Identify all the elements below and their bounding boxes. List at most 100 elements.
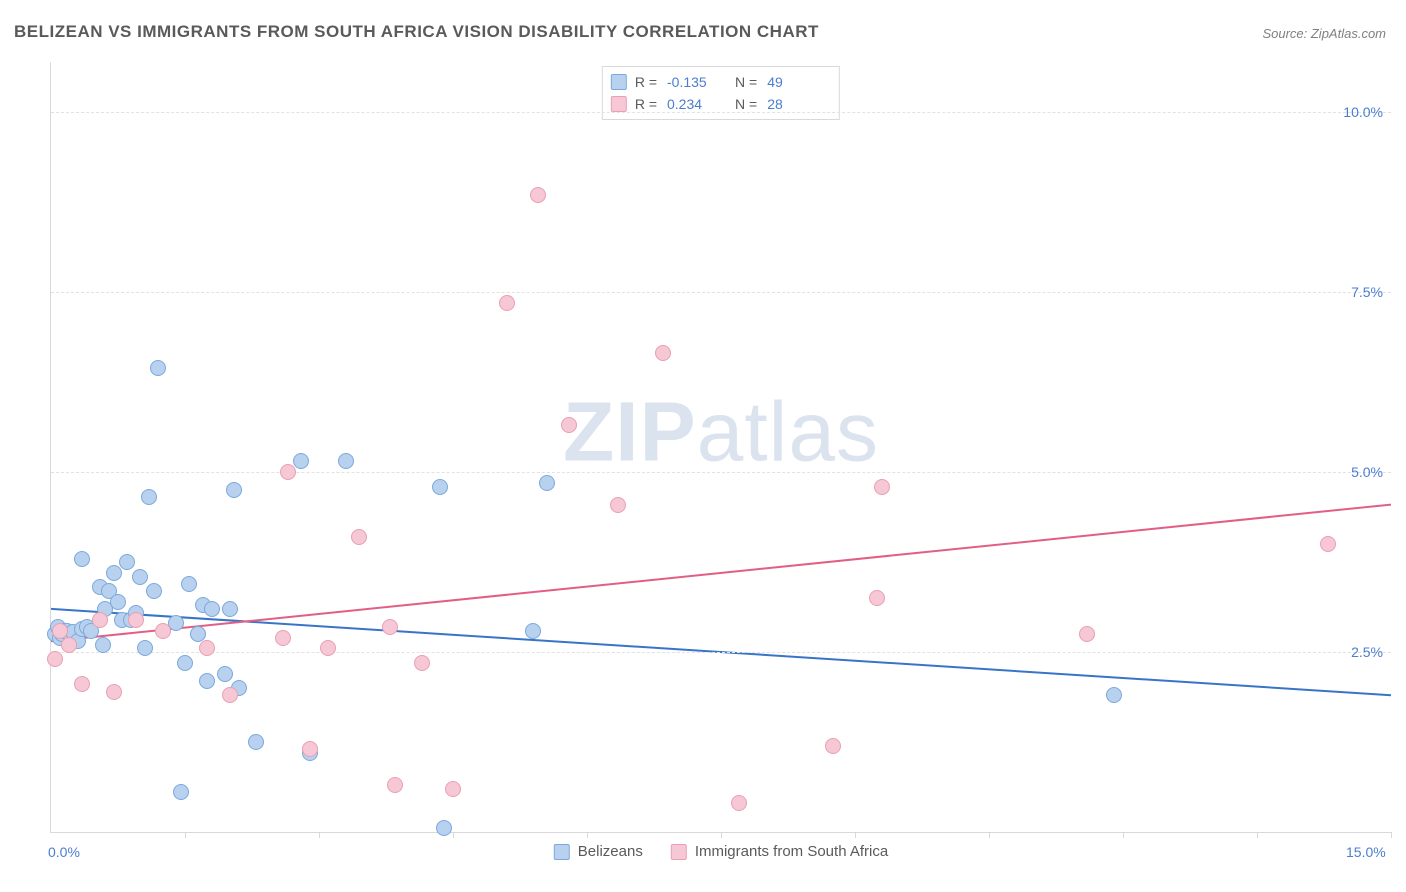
scatter-point [132, 569, 148, 585]
legend-r-value-0: -0.135 [667, 74, 727, 90]
x-axis-origin-label: 0.0% [48, 844, 80, 860]
scatter-point [320, 640, 336, 656]
scatter-point [530, 187, 546, 203]
trend-lines [51, 62, 1391, 832]
scatter-point [106, 565, 122, 581]
legend-swatch-1 [671, 844, 687, 860]
legend-item-1: Immigrants from South Africa [671, 843, 888, 860]
x-axis-end-label: 15.0% [1346, 844, 1386, 860]
scatter-point [561, 417, 577, 433]
scatter-point [1320, 536, 1336, 552]
x-tick [1123, 832, 1124, 838]
watermark: ZIPatlas [563, 383, 879, 480]
scatter-point [199, 640, 215, 656]
x-tick [1257, 832, 1258, 838]
chart-title: BELIZEAN VS IMMIGRANTS FROM SOUTH AFRICA… [14, 22, 819, 42]
scatter-point [825, 738, 841, 754]
legend-n-value-0: 49 [767, 74, 827, 90]
y-tick-label: 2.5% [1351, 644, 1383, 660]
scatter-point [74, 676, 90, 692]
legend-swatch-0 [611, 74, 627, 90]
scatter-point [436, 820, 452, 836]
legend-n-label: N = [735, 74, 757, 90]
scatter-point [293, 453, 309, 469]
legend-label-1: Immigrants from South Africa [695, 843, 888, 860]
y-tick-label: 5.0% [1351, 464, 1383, 480]
y-tick-label: 10.0% [1343, 104, 1383, 120]
legend-r-label: R = [635, 74, 657, 90]
scatter-point [199, 673, 215, 689]
x-tick [185, 832, 186, 838]
scatter-point [280, 464, 296, 480]
scatter-point [177, 655, 193, 671]
scatter-point [226, 482, 242, 498]
scatter-point [47, 651, 63, 667]
scatter-point [92, 612, 108, 628]
scatter-point [146, 583, 162, 599]
scatter-point [382, 619, 398, 635]
legend-row-series-0: R = -0.135 N = 49 [611, 71, 827, 93]
watermark-atlas: atlas [697, 384, 879, 478]
scatter-point [61, 637, 77, 653]
scatter-point [351, 529, 367, 545]
gridline [51, 472, 1391, 473]
scatter-point [432, 479, 448, 495]
scatter-point [302, 741, 318, 757]
legend-label-0: Belizeans [578, 843, 643, 860]
scatter-point [222, 601, 238, 617]
scatter-point [190, 626, 206, 642]
x-tick [453, 832, 454, 838]
x-tick [721, 832, 722, 838]
gridline [51, 292, 1391, 293]
x-tick [319, 832, 320, 838]
scatter-point [874, 479, 890, 495]
y-tick-label: 7.5% [1351, 284, 1383, 300]
scatter-point [869, 590, 885, 606]
legend-r-value-1: 0.234 [667, 96, 727, 112]
scatter-point [414, 655, 430, 671]
scatter-point [95, 637, 111, 653]
scatter-point [128, 612, 144, 628]
scatter-point [499, 295, 515, 311]
scatter-point [248, 734, 264, 750]
trend-line [51, 505, 1391, 642]
plot-area: ZIPatlas R = -0.135 N = 49 R = 0.234 N =… [50, 62, 1391, 833]
watermark-zip: ZIP [563, 384, 697, 478]
legend-n-label: N = [735, 96, 757, 112]
scatter-point [1106, 687, 1122, 703]
scatter-point [52, 623, 68, 639]
scatter-point [338, 453, 354, 469]
legend-swatch-0 [554, 844, 570, 860]
scatter-point [204, 601, 220, 617]
scatter-point [110, 594, 126, 610]
legend-item-0: Belizeans [554, 843, 643, 860]
scatter-point [217, 666, 233, 682]
legend-swatch-1 [611, 96, 627, 112]
scatter-point [173, 784, 189, 800]
scatter-point [74, 551, 90, 567]
scatter-point [106, 684, 122, 700]
scatter-point [181, 576, 197, 592]
scatter-point [610, 497, 626, 513]
scatter-point [525, 623, 541, 639]
gridline [51, 112, 1391, 113]
source-label: Source: ZipAtlas.com [1262, 26, 1386, 41]
scatter-point [119, 554, 135, 570]
scatter-point [137, 640, 153, 656]
legend-n-value-1: 28 [767, 96, 827, 112]
scatter-point [275, 630, 291, 646]
x-tick [587, 832, 588, 838]
chart-page: BELIZEAN VS IMMIGRANTS FROM SOUTH AFRICA… [0, 0, 1406, 892]
scatter-point [141, 489, 157, 505]
scatter-point [539, 475, 555, 491]
scatter-point [445, 781, 461, 797]
scatter-point [655, 345, 671, 361]
scatter-point [387, 777, 403, 793]
scatter-point [222, 687, 238, 703]
x-tick [855, 832, 856, 838]
scatter-point [155, 623, 171, 639]
x-tick [989, 832, 990, 838]
scatter-point [1079, 626, 1095, 642]
series-legend: Belizeans Immigrants from South Africa [554, 843, 888, 860]
x-tick [1391, 832, 1392, 838]
